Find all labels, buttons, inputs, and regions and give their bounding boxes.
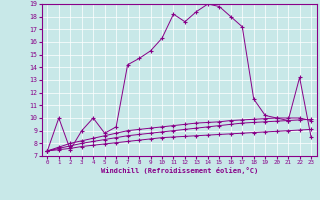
X-axis label: Windchill (Refroidissement éolien,°C): Windchill (Refroidissement éolien,°C) — [100, 167, 258, 174]
